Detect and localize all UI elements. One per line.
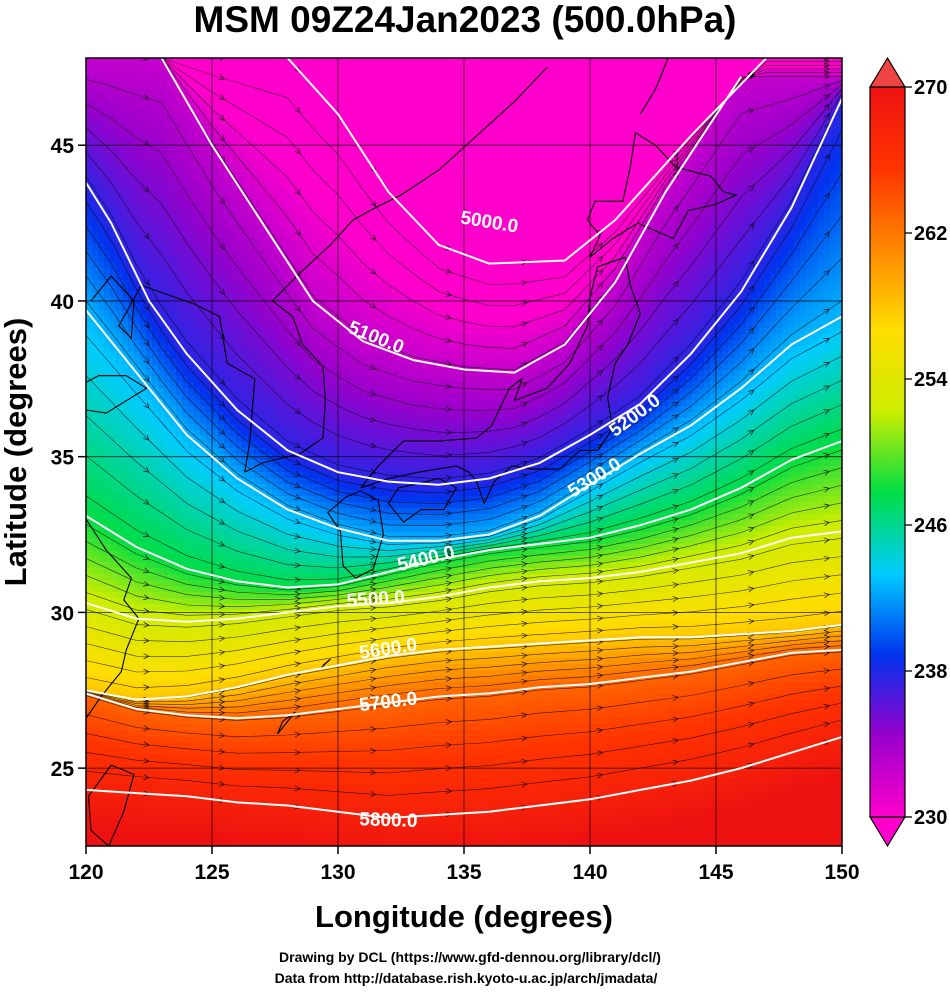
y-axis-label: Latitude (degrees) bbox=[0, 318, 33, 587]
x-tick-label: 130 bbox=[320, 861, 355, 884]
colorbar-tick-label: 254 bbox=[914, 369, 948, 391]
colorbar-bar bbox=[869, 86, 906, 818]
colorbar-ticks: 230 238 246 254 262 270 bbox=[905, 77, 948, 829]
credit-data: Data from http://database.rish.kyoto-u.a… bbox=[275, 970, 658, 986]
x-tick-label: 135 bbox=[446, 861, 481, 884]
colorbar-tick-label: 262 bbox=[914, 223, 947, 245]
contour-5400 bbox=[86, 440, 842, 589]
x-tick-label: 120 bbox=[68, 861, 103, 884]
contour-5000 bbox=[286, 58, 768, 265]
x-tick-label: 140 bbox=[572, 861, 607, 884]
y-tick-label: 30 bbox=[51, 602, 74, 625]
contour-label-5800: 5800.0 bbox=[359, 809, 418, 832]
temperature-field bbox=[86, 58, 842, 846]
x-tick-label: 125 bbox=[194, 861, 229, 884]
contour-5200 bbox=[86, 98, 842, 486]
colorbar-tick-label: 238 bbox=[914, 661, 947, 683]
colorbar-tick-label: 246 bbox=[914, 515, 947, 537]
contour-5300 bbox=[86, 309, 842, 542]
y-tick-label: 45 bbox=[51, 135, 75, 158]
y-axis-ticks: 25 30 35 40 45 bbox=[51, 135, 86, 781]
colorbar-extend-max bbox=[868, 56, 907, 88]
contour-5800 bbox=[86, 736, 842, 820]
colorbar-tick-label: 230 bbox=[914, 807, 947, 829]
x-tick-label: 145 bbox=[698, 861, 733, 884]
contour-label-5500: 5500.0 bbox=[346, 587, 405, 612]
colorbar-tick-label: 270 bbox=[914, 77, 947, 99]
y-tick-label: 40 bbox=[51, 291, 74, 314]
contour-5600 bbox=[86, 623, 842, 701]
y-tick-label: 25 bbox=[51, 758, 75, 781]
contour-5500 bbox=[86, 530, 842, 623]
map-title: MSM 09Z24Jan2023 (500.0hPa) bbox=[194, 0, 737, 40]
wind-streamlines bbox=[86, 58, 842, 819]
x-axis-ticks: 120 125 130 135 140 145 150 bbox=[68, 846, 860, 884]
contour-5700 bbox=[86, 648, 842, 720]
colorbar-extend-min bbox=[868, 816, 907, 848]
contour-5100 bbox=[160, 58, 743, 374]
x-tick-label: 150 bbox=[824, 861, 859, 884]
x-axis-label: Longitude (degrees) bbox=[315, 899, 613, 934]
credit-drawing: Drawing by DCL (https://www.gfd-dennou.o… bbox=[279, 949, 661, 965]
colorbar: 230 238 246 254 262 270 bbox=[868, 56, 948, 848]
height-contours bbox=[86, 58, 842, 820]
y-tick-label: 35 bbox=[51, 447, 75, 470]
map-plot-area: 5000.05100.05200.05300.05400.05500.05600… bbox=[85, 57, 843, 847]
